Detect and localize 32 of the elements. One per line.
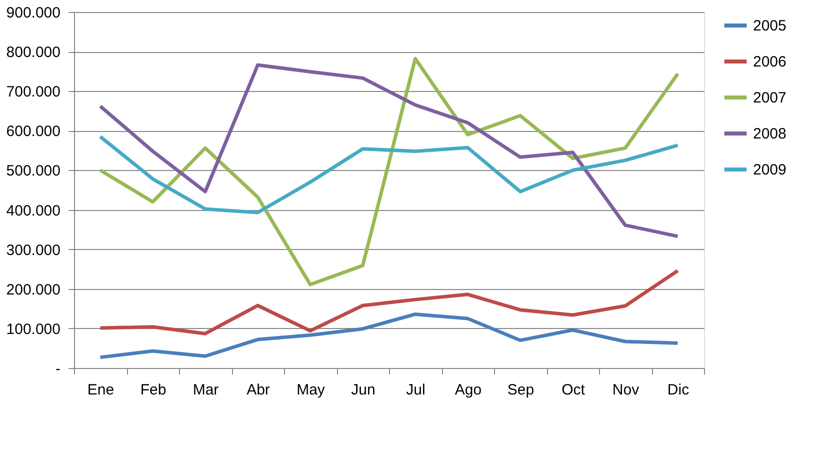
line-series [98,56,680,286]
x-tick-label: Nov [612,382,640,398]
y-tick-label: - [56,360,60,378]
legend-label: 2005 [753,18,786,34]
y-tick-label: 200.000 [6,281,60,298]
x-tick-label: Ene [87,382,114,398]
y-tick-label: 600.000 [6,123,60,140]
line-series [98,312,680,360]
legend-label: 2007 [753,90,786,106]
x-tick-label: Feb [140,382,166,398]
y-tick-label: 800.000 [6,44,60,62]
x-tick-label: Ago [454,382,482,398]
y-tick-label: 400.000 [6,202,60,220]
x-tick-label: Jul [406,382,426,398]
x-tick-label: Sep [507,382,534,398]
y-tick-label: 500.000 [6,162,60,180]
x-tick-label: Dic [667,382,690,398]
y-tick-label: 700.000 [6,84,60,101]
x-tick-label: May [296,382,326,398]
legend-label: 2009 [753,162,786,178]
x-tick-label: Jun [351,382,376,398]
line-series [98,268,680,336]
legend-label: 2006 [753,54,786,70]
line-series [98,134,680,214]
y-tick-label: 100.000 [6,320,60,338]
legend-label: 2008 [753,126,786,142]
line-series [98,63,680,238]
x-tick-label: Oct [562,382,586,398]
x-tick-label: Mar [192,382,219,398]
y-tick-label: 900.000 [6,4,60,22]
y-tick-label: 300.000 [6,242,60,259]
x-tick-label: Abr [246,382,270,398]
